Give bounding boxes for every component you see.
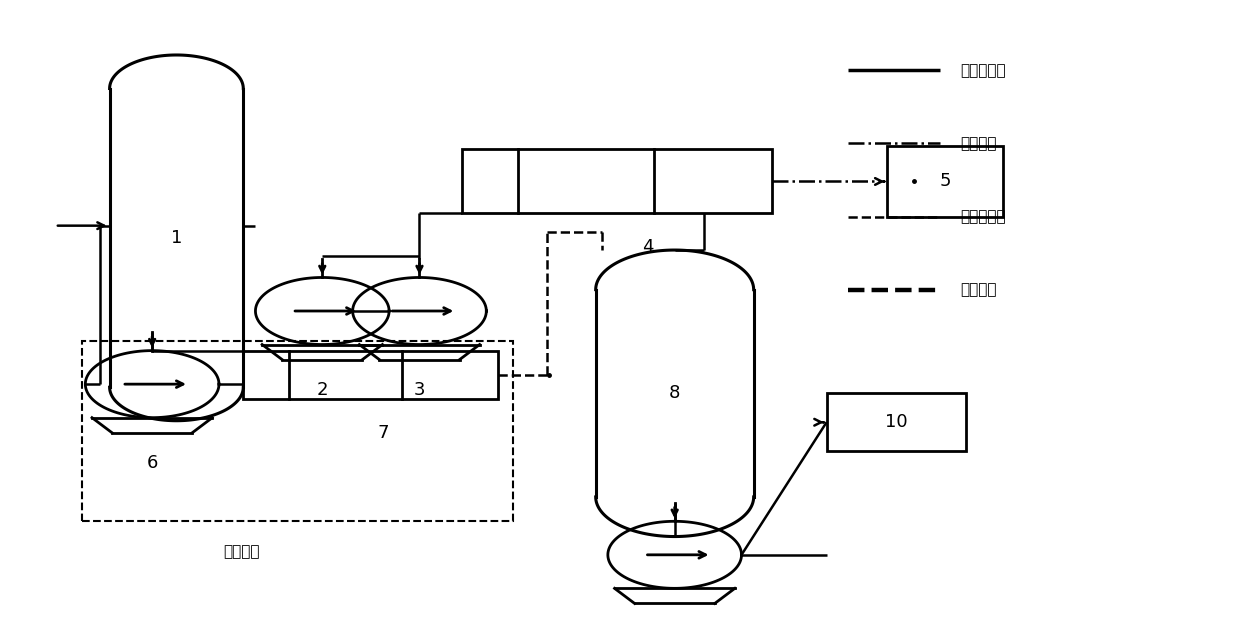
Text: 7: 7: [378, 424, 389, 442]
Text: 6: 6: [146, 455, 157, 472]
Text: 二级清液: 二级清液: [223, 544, 260, 559]
Bar: [888, 146, 1003, 216]
Text: 二级清液: 二级清液: [960, 282, 997, 297]
Text: 5: 5: [940, 172, 951, 190]
Text: 8: 8: [670, 384, 681, 402]
Bar: [827, 393, 966, 451]
Text: 一级清液: 一级清液: [960, 136, 997, 151]
Bar: [243, 351, 498, 399]
Text: 1: 1: [171, 229, 182, 247]
Text: 4: 4: [642, 238, 653, 256]
Text: 2: 2: [316, 381, 329, 399]
Bar: [82, 341, 513, 521]
Bar: [463, 149, 771, 213]
Text: 3: 3: [414, 381, 425, 399]
Text: 10: 10: [885, 413, 908, 431]
Text: 一级浓缩液: 一级浓缩液: [960, 63, 1006, 78]
Text: 二级浓缩液: 二级浓缩液: [960, 209, 1006, 224]
